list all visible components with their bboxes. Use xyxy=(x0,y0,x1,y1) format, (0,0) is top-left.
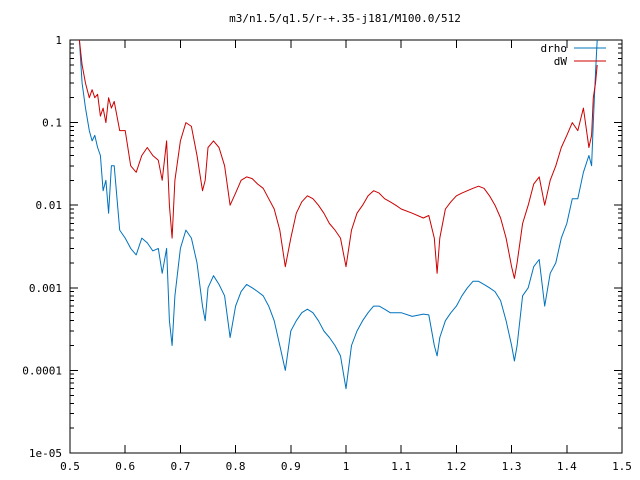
y-tick-label: 0.001 xyxy=(29,282,62,295)
x-tick-label: 0.9 xyxy=(281,460,301,473)
x-tick-label: 0.5 xyxy=(60,460,80,473)
plot-frame xyxy=(69,39,623,454)
chart-title: m3/n1.5/q1.5/r-+.35-j181/M100.0/512 xyxy=(229,12,461,25)
x-tick-label: 1.3 xyxy=(502,460,522,473)
x-tick-label: 0.6 xyxy=(115,460,135,473)
y-axis: 1e-05 0.0001 0.001 0.01 0.1 1 xyxy=(22,34,622,460)
y-tick-label: 0.1 xyxy=(42,117,62,130)
y-tick-label: 1 xyxy=(55,34,62,47)
x-tick-label: 1.1 xyxy=(391,460,411,473)
x-tick-label: 0.8 xyxy=(226,460,246,473)
y-tick-label: 0.01 xyxy=(36,199,63,212)
x-tick-label: 0.7 xyxy=(170,460,190,473)
x-tick-label: 1.4 xyxy=(557,460,577,473)
series-line-drho xyxy=(78,39,598,390)
y-tick-label: 0.0001 xyxy=(22,364,62,377)
legend-label-dW: dW xyxy=(554,55,568,68)
legend-label-drho: drho xyxy=(541,42,568,55)
y-tick-label: 1e-05 xyxy=(29,447,62,460)
x-tick-label: 1.5 xyxy=(612,460,632,473)
series-layer xyxy=(78,39,598,390)
series-line-dW xyxy=(78,39,598,279)
x-axis: 0.5 0.6 0.7 0.8 0.9 1 1.1 1.2 1.3 1.4 1.5 xyxy=(60,40,632,473)
x-tick-label: 1.2 xyxy=(446,460,466,473)
x-tick-label: 1 xyxy=(343,460,350,473)
